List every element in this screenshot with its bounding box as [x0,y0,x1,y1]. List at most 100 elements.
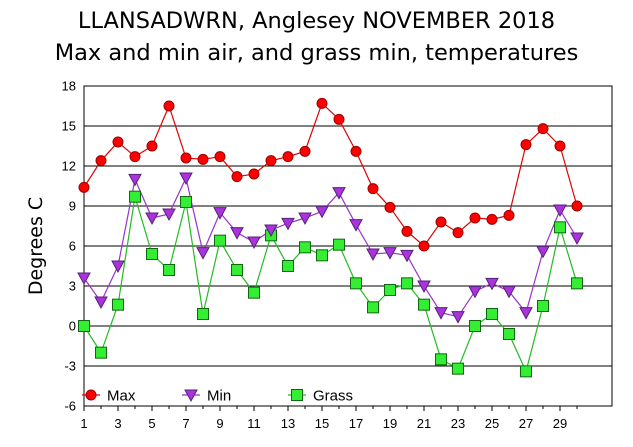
x-tick-label: 11 [247,416,261,431]
data-point-grass [435,353,447,366]
x-tick-label: 25 [485,416,499,431]
data-point-grass [78,320,90,332]
legend-marker-grass [291,389,303,401]
y-axis-label: Degrees C [25,197,47,295]
data-point-grass [333,238,345,251]
data-point-grass [316,249,328,262]
data-point-max [146,140,158,152]
data-point-min [315,205,329,219]
data-point-max [163,100,175,112]
data-point-min [468,285,482,299]
x-tick-label: 13 [281,416,295,431]
x-tick-label: 15 [315,416,329,431]
data-point-grass [401,277,413,290]
series-line-grass [83,196,578,374]
data-point-grass [214,234,226,247]
data-point-max [537,123,549,135]
data-point-min [332,187,346,200]
data-point-max [231,171,243,183]
x-tick-label: 1 [80,416,87,431]
data-point-max [503,209,515,221]
series-line-min [83,176,578,318]
data-point-grass [146,248,158,260]
y-tick-label: 3 [69,279,76,294]
data-point-grass [163,264,175,276]
y-tick-label: 0 [69,319,76,334]
data-point-max [418,240,430,252]
data-point-grass [197,308,209,320]
data-point-max [367,183,379,195]
data-point-max [129,151,141,163]
data-point-grass [469,320,481,332]
y-tick-label: 18 [62,79,76,94]
data-point-min [502,285,516,299]
data-point-max [469,212,481,224]
data-point-max [299,145,311,157]
data-point-min [434,307,448,320]
data-point-grass [571,277,583,290]
data-point-min [383,247,397,260]
data-point-min [536,245,550,259]
data-point-grass [486,308,498,320]
data-point-min [179,172,193,186]
data-point-grass [231,264,243,276]
data-point-grass [418,298,430,311]
data-point-grass [554,221,566,234]
data-point-max [214,151,226,163]
data-point-grass [180,196,192,208]
data-point-min [281,217,295,231]
series-line-max [83,102,578,247]
data-point-grass [129,190,141,203]
data-point-max [333,113,345,125]
x-tick-label: 17 [349,416,363,431]
data-point-max [316,97,328,109]
data-point-grass [282,260,294,272]
data-point-max [384,201,396,213]
chart-subtitle: Max and min air, and grass min, temperat… [54,40,579,66]
data-point-grass [452,362,464,375]
data-point-max [95,155,107,167]
data-point-min [162,208,176,222]
y-tick-label: 15 [62,119,76,134]
x-tick-label: 7 [182,416,189,431]
data-point-min [298,212,312,226]
data-point-grass [537,300,549,312]
data-point-max [197,153,209,165]
x-axis-ticks: 1 3 5 7 9 11 13 15 17 19 21 23 25 27 29 [80,406,578,431]
data-point-max [180,152,192,164]
x-tick-label: 19 [383,416,397,431]
legend-label-max: Max [107,388,136,405]
y-tick-label: 9 [69,199,76,214]
data-point-max [486,213,498,225]
data-point-max [248,168,260,180]
data-point-grass [520,365,532,378]
data-point-min [111,260,125,274]
data-point-min [417,280,431,294]
y-tick-label: 12 [62,159,76,174]
data-point-min [485,277,499,291]
plot-area-frame [83,85,613,407]
data-point-max [520,139,532,151]
x-tick-label: 5 [148,416,155,431]
y-tick-label: 6 [69,239,76,254]
data-point-min [213,207,227,220]
legend-label-grass: Grass [313,388,353,405]
data-point-min [196,247,210,260]
data-point-max [452,227,464,239]
data-point-max [112,136,124,148]
data-point-max [350,145,362,157]
data-point-min [77,272,91,286]
data-point-max [78,181,90,193]
data-point-min [264,224,278,238]
data-point-min [553,204,567,218]
x-tick-label: 9 [216,416,223,431]
data-point-min [230,227,244,240]
legend: Max Min Grass [82,388,353,405]
x-tick-label: 23 [451,416,465,431]
data-point-max [435,216,447,228]
data-point-min [519,307,533,320]
data-point-min [349,219,363,232]
data-point-grass [248,286,260,299]
legend-marker-max [85,389,97,401]
